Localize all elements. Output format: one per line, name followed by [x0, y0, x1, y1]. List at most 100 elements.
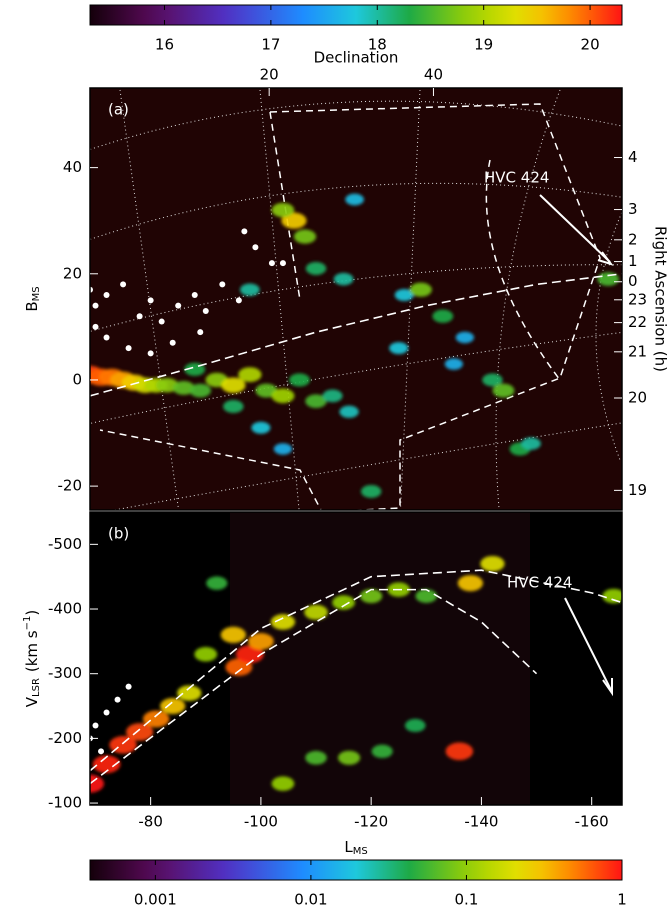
x-axis-title: LMS: [344, 838, 367, 858]
panel-a-layout: [60, 88, 650, 520]
x-tick-label: -80: [138, 813, 163, 831]
emission-clump: [143, 711, 169, 728]
colorbar-tick-label: 0.1: [455, 891, 479, 909]
emission-clump: [221, 627, 246, 643]
colorbar-tick-label: 20: [581, 36, 600, 54]
emission-clump: [338, 751, 360, 765]
emission-clump: [372, 745, 393, 758]
callout-label: HVC 424: [484, 169, 549, 187]
colorbar-tick-label: 0.001: [134, 891, 177, 909]
white-dot: [269, 260, 275, 266]
label-part: MS: [31, 286, 42, 301]
emission-clump: [432, 310, 453, 323]
white-dot: [280, 260, 286, 266]
y-tick-label: -500: [48, 535, 82, 553]
figure: 1617181920-20020402040432102322212019Dec…: [0, 0, 670, 910]
colorbar-tick-label: 1: [617, 891, 627, 909]
y2-axis-title: Right Ascension (h): [652, 226, 670, 372]
emission-clump: [194, 647, 217, 661]
panel-label: (b): [108, 525, 129, 543]
emission-clump: [305, 751, 327, 765]
emission-clump: [323, 390, 343, 403]
y-tick-label: -20: [58, 477, 83, 495]
white-dot: [126, 345, 132, 351]
y2-tick-label: 19: [628, 481, 647, 499]
y-tick-label: -400: [48, 600, 82, 618]
white-dot: [93, 722, 99, 728]
emission-clump: [240, 283, 260, 295]
emission-clump: [238, 367, 261, 382]
white-dot: [197, 329, 203, 335]
emission-clump: [251, 422, 270, 434]
white-dot: [170, 340, 176, 346]
callout-label: HVC 424: [507, 574, 572, 592]
emission-clump: [405, 719, 426, 732]
white-dot: [252, 244, 258, 250]
emission-clump: [339, 406, 358, 418]
emission-clump: [274, 443, 292, 455]
white-dot: [192, 292, 198, 298]
label-part: (km s: [23, 630, 41, 672]
colorbar-tick-label: 17: [261, 36, 280, 54]
white-dot: [93, 303, 99, 309]
emission-clump: [345, 194, 364, 206]
emission-clump: [361, 485, 381, 498]
colorbar-tick-label: 19: [474, 36, 493, 54]
y-tick-label: -100: [48, 794, 82, 812]
emission-clump: [480, 556, 504, 572]
white-dot: [120, 281, 126, 287]
emission-clump: [493, 384, 515, 398]
x-tick-label: -160: [575, 813, 609, 831]
y-tick-label: 20: [63, 264, 82, 282]
y2-tick-label: 3: [628, 200, 638, 218]
colorbar-tick-label: 16: [155, 36, 174, 54]
emission-clump: [332, 595, 355, 609]
survey-region: [230, 512, 530, 805]
white-dot: [137, 313, 143, 319]
emission-clump: [410, 283, 432, 297]
emission-clump: [334, 273, 354, 285]
emission-clump: [272, 776, 295, 790]
y2-tick-label: 1: [628, 252, 638, 270]
label-part: −1: [22, 616, 33, 631]
y2-tick-label: 22: [628, 313, 647, 331]
white-dot: [104, 292, 110, 298]
emission-clump: [271, 614, 295, 630]
colorbar-tick-label: 0.01: [294, 891, 327, 909]
white-dot: [203, 308, 209, 314]
white-dot: [104, 710, 110, 716]
white-dot: [175, 303, 181, 309]
x-tick-label: -140: [464, 813, 498, 831]
emission-clump: [272, 203, 295, 217]
white-dot: [98, 748, 104, 754]
y-tick-label: -200: [48, 729, 82, 747]
emission-clump: [445, 358, 463, 370]
white-dot: [126, 684, 132, 690]
label-part: MS: [353, 846, 368, 857]
emission-clump: [189, 384, 211, 398]
y-tick-label: 40: [63, 158, 82, 176]
emission-clump: [521, 437, 541, 449]
x2-tick-label: 20: [260, 66, 279, 84]
emission-clump: [206, 576, 227, 589]
emission-clump: [271, 389, 294, 404]
x-tick-label: -120: [354, 813, 388, 831]
y2-tick-label: 4: [628, 148, 638, 166]
label-part: ): [23, 610, 41, 616]
emission-clump: [416, 589, 438, 603]
emission-clump: [389, 342, 408, 354]
white-dot: [148, 350, 154, 356]
white-dot: [219, 281, 225, 287]
label-part: B: [23, 301, 41, 311]
y2-tick-label: 2: [628, 230, 638, 248]
y2-tick-label: 23: [628, 290, 647, 308]
y2-tick-label: 21: [628, 342, 647, 360]
panel-label: (a): [108, 101, 129, 119]
emission-clump: [160, 698, 185, 714]
y2-tick-label: 0: [628, 272, 638, 290]
colorbar: [90, 860, 622, 880]
white-dot: [93, 324, 99, 330]
white-dot: [241, 228, 247, 234]
white-dot: [115, 697, 121, 703]
emission-clump: [294, 230, 316, 244]
